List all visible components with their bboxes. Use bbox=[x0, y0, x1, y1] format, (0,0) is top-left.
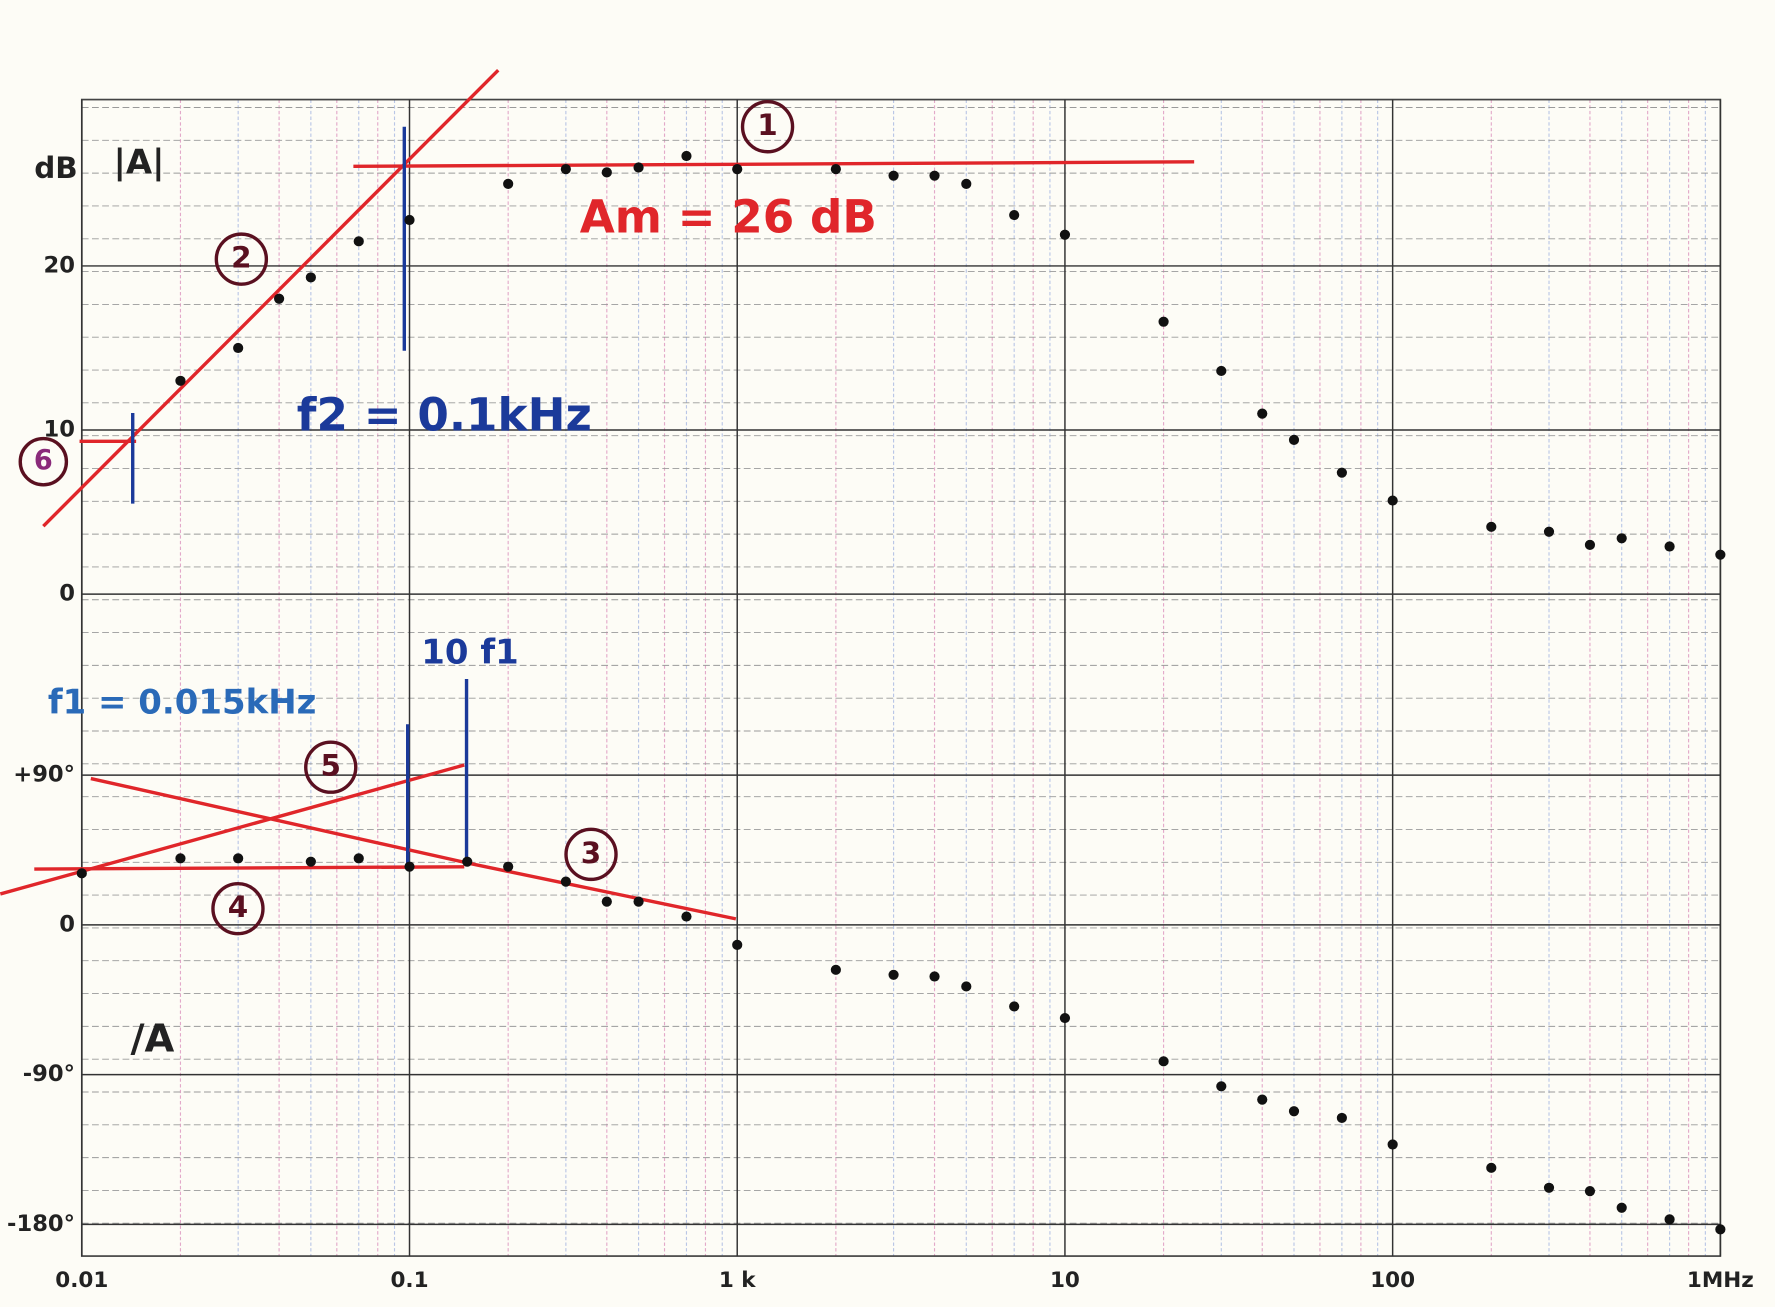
y-tick-label: -90° bbox=[23, 1061, 75, 1087]
data-point bbox=[831, 965, 841, 975]
data-point bbox=[633, 897, 643, 907]
data-point bbox=[1665, 1214, 1675, 1224]
annotation: f1 = 0.015kHz bbox=[48, 682, 317, 722]
chart-title: /A bbox=[130, 1017, 174, 1062]
data-point bbox=[1585, 1186, 1595, 1196]
data-point bbox=[561, 877, 571, 887]
data-point bbox=[1388, 1139, 1398, 1149]
x-tick-label: 0.1 bbox=[390, 1268, 428, 1293]
x-tick-label: 1 k bbox=[719, 1268, 756, 1293]
data-point bbox=[888, 970, 898, 980]
annotation: 3 bbox=[581, 836, 601, 870]
data-point bbox=[1486, 522, 1496, 532]
data-point bbox=[831, 164, 841, 174]
data-point bbox=[732, 940, 742, 950]
y-tick-label: -180° bbox=[7, 1211, 75, 1237]
data-point bbox=[1009, 1001, 1019, 1011]
bode-plot: 01020+90°0-90°-180°0.010.11 k101001MHzdB… bbox=[0, 0, 1775, 1307]
data-point bbox=[233, 343, 243, 353]
annotation: 2 bbox=[231, 241, 251, 275]
y-tick-label: +90° bbox=[13, 762, 75, 788]
data-point bbox=[1216, 366, 1226, 376]
data-point bbox=[681, 911, 691, 921]
data-point bbox=[961, 981, 971, 991]
annotation: 10 f1 bbox=[421, 633, 518, 673]
data-point bbox=[503, 862, 513, 872]
data-point bbox=[1544, 1183, 1554, 1193]
paper bbox=[0, 0, 1774, 1307]
data-point bbox=[633, 162, 643, 172]
data-point bbox=[1544, 527, 1554, 537]
data-point bbox=[1337, 468, 1347, 478]
data-point bbox=[175, 376, 185, 386]
data-point bbox=[1216, 1081, 1226, 1091]
data-point bbox=[1257, 1095, 1267, 1105]
data-point bbox=[354, 853, 364, 863]
data-point bbox=[354, 236, 364, 246]
x-tick-label: 1MHz bbox=[1687, 1268, 1754, 1293]
x-tick-label: 0.01 bbox=[55, 1268, 108, 1293]
data-point bbox=[77, 868, 87, 878]
annotation: 6 bbox=[34, 445, 53, 476]
data-point bbox=[602, 897, 612, 907]
chart-title: |A| bbox=[113, 143, 164, 183]
data-point bbox=[681, 151, 691, 161]
data-point bbox=[561, 164, 571, 174]
data-point bbox=[1060, 1013, 1070, 1023]
annotation: f2 = 0.1kHz bbox=[297, 389, 592, 442]
data-point bbox=[404, 862, 414, 872]
data-point bbox=[1617, 533, 1627, 543]
y-tick-label: 20 bbox=[44, 252, 75, 278]
data-point bbox=[1715, 1224, 1725, 1234]
annotation: 4 bbox=[228, 890, 248, 924]
annotation: Am = 26 dB bbox=[580, 191, 877, 244]
y-tick-label: 0 bbox=[59, 581, 75, 607]
data-point bbox=[274, 294, 284, 304]
data-point bbox=[929, 971, 939, 981]
data-point bbox=[233, 853, 243, 863]
data-point bbox=[1009, 210, 1019, 220]
data-point bbox=[1486, 1163, 1496, 1173]
data-point bbox=[929, 171, 939, 181]
data-point bbox=[503, 179, 513, 189]
data-point bbox=[888, 171, 898, 181]
data-point bbox=[1158, 1056, 1168, 1066]
data-point bbox=[1715, 550, 1725, 560]
data-point bbox=[404, 215, 414, 225]
data-point bbox=[1617, 1203, 1627, 1213]
data-point bbox=[462, 857, 472, 867]
data-point bbox=[961, 179, 971, 189]
data-point bbox=[306, 857, 316, 867]
data-point bbox=[732, 164, 742, 174]
annotation: 1 bbox=[757, 108, 777, 142]
data-point bbox=[1289, 435, 1299, 445]
data-point bbox=[1289, 1106, 1299, 1116]
page: {"chart_data": [ {"type": "scatter", "ti… bbox=[0, 0, 1775, 1307]
data-point bbox=[1257, 409, 1267, 419]
y-tick-label: 0 bbox=[59, 911, 75, 937]
data-point bbox=[175, 853, 185, 863]
data-point bbox=[1585, 540, 1595, 550]
data-point bbox=[602, 167, 612, 177]
data-point bbox=[1158, 317, 1168, 327]
x-tick-label: 10 bbox=[1050, 1268, 1080, 1293]
data-point bbox=[1060, 230, 1070, 240]
y-axis-label: dB bbox=[34, 151, 77, 185]
data-point bbox=[1665, 541, 1675, 551]
x-tick-label: 100 bbox=[1370, 1268, 1415, 1293]
annotation: 5 bbox=[321, 749, 341, 783]
data-point bbox=[1388, 495, 1398, 505]
data-point bbox=[306, 272, 316, 282]
data-point bbox=[1337, 1113, 1347, 1123]
